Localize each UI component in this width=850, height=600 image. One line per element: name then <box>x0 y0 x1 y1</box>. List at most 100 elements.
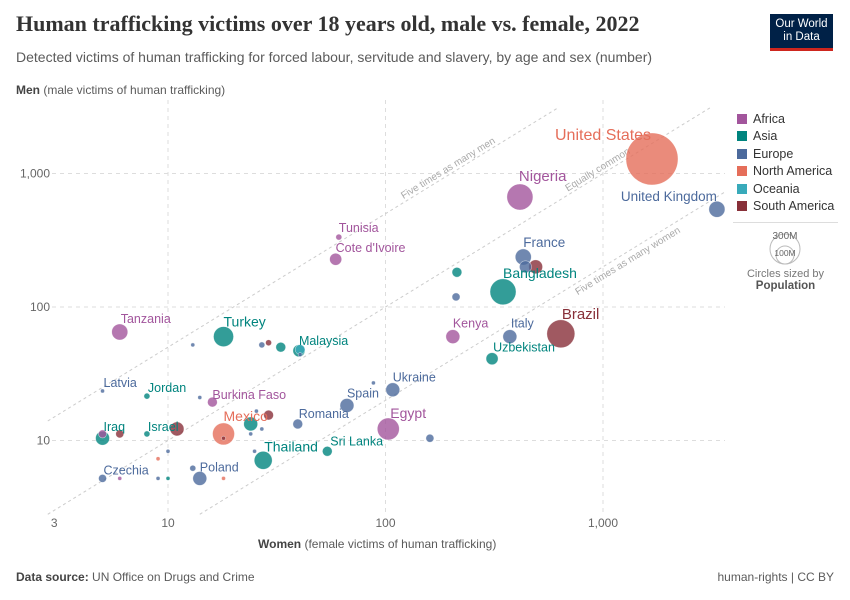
data-point <box>485 352 499 366</box>
data-point <box>169 421 185 437</box>
data-point <box>189 464 197 472</box>
data-point <box>243 416 258 432</box>
data-point <box>546 319 576 349</box>
data-point <box>258 341 266 349</box>
point-label: Malaysia <box>299 334 348 348</box>
legend-item[interactable]: North America <box>737 163 834 181</box>
data-point <box>165 448 171 454</box>
point-label: Burkina Faso <box>212 388 286 402</box>
data-source-label: Data source: <box>16 570 89 584</box>
owid-logo[interactable]: Our World in Data <box>770 14 833 51</box>
y-axis-label-bold: Men <box>16 83 40 97</box>
legend-label: Europe <box>753 146 794 161</box>
data-point <box>155 456 161 462</box>
data-point <box>376 417 400 441</box>
x-tick-label: 1,000 <box>588 516 618 530</box>
data-point <box>212 422 235 446</box>
data-point <box>506 183 534 211</box>
legend-label: Asia <box>753 129 778 144</box>
data-point <box>275 341 286 353</box>
data-point <box>115 429 125 439</box>
x-tick-label: 3 <box>51 516 58 530</box>
data-point <box>111 323 129 341</box>
x-axis-label-rest: (female victims of human trafficking) <box>304 537 497 551</box>
data-point <box>207 396 218 408</box>
point-label: Iraq <box>104 420 126 434</box>
data-point <box>100 388 105 394</box>
data-point <box>297 352 303 357</box>
data-point <box>221 476 226 481</box>
data-point <box>259 426 265 432</box>
data-point <box>197 395 203 400</box>
point-label: Tanzania <box>121 312 171 326</box>
point-label: Sri Lanka <box>330 434 383 448</box>
data-point <box>329 252 342 266</box>
point-label: Latvia <box>104 376 137 390</box>
point-label: Israel <box>148 420 179 434</box>
reference-line <box>47 107 559 422</box>
data-point <box>625 132 679 186</box>
point-label: Czechia <box>104 463 149 477</box>
legend-item[interactable]: South America <box>737 198 834 216</box>
data-point <box>98 429 107 439</box>
data-point <box>213 326 234 347</box>
point-label: Mexico <box>224 408 269 424</box>
point-label: Spain <box>347 386 379 400</box>
data-point <box>221 435 226 441</box>
point-label: Tunisia <box>339 221 379 235</box>
point-label: Ukraine <box>393 371 436 385</box>
data-point <box>165 476 171 481</box>
data-point <box>339 398 355 413</box>
point-label: France <box>523 235 565 250</box>
chart-title: Human trafficking victims over 18 years … <box>16 11 640 36</box>
legend-item[interactable]: Asia <box>737 128 834 146</box>
y-tick-label: 1,000 <box>20 167 50 181</box>
legend-item[interactable]: Oceania <box>737 180 834 198</box>
size-legend-caption: Circles sized by <box>746 268 825 280</box>
point-label: Bangladesh <box>503 265 577 281</box>
data-point <box>143 430 151 438</box>
data-point <box>519 260 532 274</box>
legend-swatch <box>737 166 747 177</box>
point-label: Jordan <box>148 381 186 395</box>
region-legend: Africa Asia Europe North America Oceania Sout… <box>737 110 834 215</box>
data-point <box>253 451 273 470</box>
data-point <box>265 339 272 347</box>
x-axis-label: Women (female victims of human trafficki… <box>258 537 496 551</box>
data-point <box>445 329 461 344</box>
y-axis-label: Men (male victims of human trafficking) <box>16 83 225 97</box>
y-axis-label-rest: (male victims of human trafficking) <box>43 83 226 97</box>
reference-line <box>199 192 725 515</box>
data-point <box>489 278 517 306</box>
y-tick-label: 10 <box>37 434 51 448</box>
legend-label: Oceania <box>753 181 800 196</box>
data-point <box>425 433 435 443</box>
size-legend-small: 100M <box>774 248 795 258</box>
license[interactable]: human-rights | CC BY <box>717 570 835 584</box>
reference-line-label: Equally common <box>564 146 633 194</box>
chart-subtitle: Detected victims of human trafficking fo… <box>16 49 653 65</box>
point-label: Egypt <box>390 405 426 421</box>
y-tick-label: 100 <box>30 300 50 314</box>
point-label: Turkey <box>224 314 266 330</box>
data-point <box>708 200 726 218</box>
data-point <box>263 409 274 421</box>
legend-swatch <box>737 201 747 212</box>
x-axis-label-bold: Women <box>258 537 302 551</box>
data-point <box>371 380 376 386</box>
data-point <box>190 342 196 348</box>
legend-label: Africa <box>753 111 785 126</box>
size-legend-large: 300M <box>772 231 797 242</box>
legend-label: South America <box>753 199 835 214</box>
reference-line-label: Five times as many men <box>399 136 497 202</box>
legend-item[interactable]: Europe <box>737 145 834 163</box>
data-point <box>502 329 518 344</box>
legend-item[interactable]: Africa <box>737 110 834 128</box>
point-label: Brazil <box>562 306 600 323</box>
point-label: Italy <box>511 317 535 331</box>
point-label: United Kingdom <box>621 189 717 204</box>
legend-swatch <box>737 113 747 124</box>
legend-swatch <box>737 131 747 142</box>
legend-swatch <box>737 183 747 194</box>
